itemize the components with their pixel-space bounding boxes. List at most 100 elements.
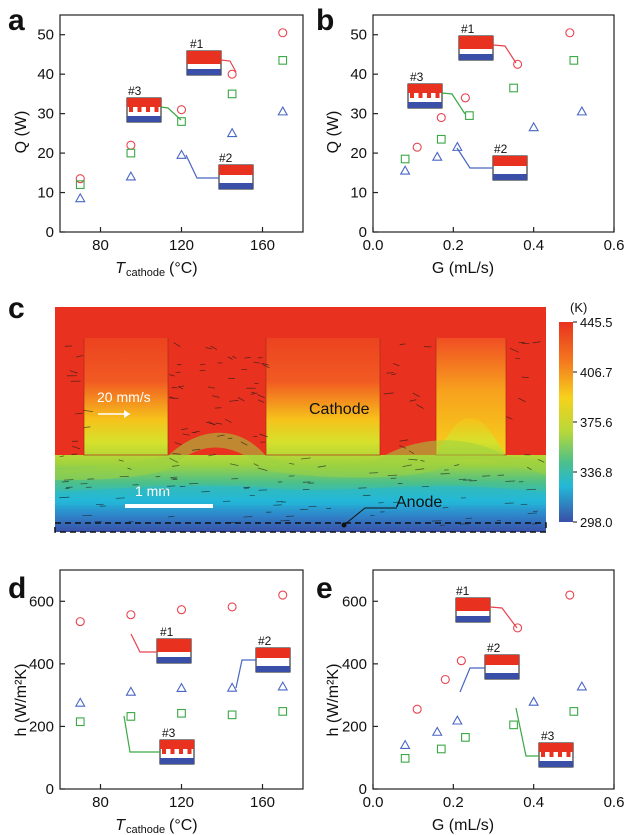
velocity-vector xyxy=(232,355,237,359)
velocity-vector xyxy=(253,463,259,467)
data-point-square xyxy=(177,117,186,126)
velocity-vector xyxy=(506,416,513,420)
velocity-vector xyxy=(178,386,184,390)
icon-cathode-flat xyxy=(187,51,221,64)
velocity-vector xyxy=(415,468,425,471)
y-tick-label: 40 xyxy=(350,66,367,83)
velocity-vector xyxy=(257,394,265,398)
data-point-square xyxy=(177,708,186,718)
velocity-vector xyxy=(168,374,175,377)
icon-anode-strip xyxy=(456,616,490,622)
callout-line xyxy=(160,106,182,121)
cool-band xyxy=(55,485,546,505)
chart-e-xlabel: G (mL/s) xyxy=(432,817,494,834)
data-point-square xyxy=(126,148,136,158)
callout-line xyxy=(441,92,466,115)
icon-cathode-flat xyxy=(256,648,290,658)
chart-d-xlabel-unit: (°C) xyxy=(169,817,198,834)
data-point-circle xyxy=(227,69,237,79)
callout-line xyxy=(489,606,518,629)
structure-label: #3 xyxy=(128,84,142,98)
y-tick-label: 400 xyxy=(342,656,367,673)
data-point-circle xyxy=(75,617,85,627)
icon-cathode-base xyxy=(160,740,194,749)
data-point-circle xyxy=(126,140,136,150)
structure-icon xyxy=(538,742,574,768)
icon-cathode-flat xyxy=(459,36,493,49)
icon-cathode-flat xyxy=(456,598,490,611)
chart-a-xlabel-sub: cathode xyxy=(126,267,165,279)
callout-line xyxy=(130,633,157,653)
velocity-vector xyxy=(180,428,188,431)
chart-d-ylabel: h (W/m²K) xyxy=(13,664,30,737)
x-tick-label: 0.4 xyxy=(523,237,544,254)
colorbar-tick-label: 336.8 xyxy=(580,465,613,480)
y-tick-label: 40 xyxy=(37,66,54,83)
chart-a-ylabel: Q (W) xyxy=(13,111,30,154)
callout-line xyxy=(456,147,493,169)
chart-a-xlabel-unit: (°C) xyxy=(169,260,198,277)
y-tick-label: 0 xyxy=(359,224,367,241)
velocity-vector xyxy=(83,409,93,412)
icon-fin xyxy=(146,107,150,112)
velocity-vector xyxy=(386,372,394,374)
velocity-vector xyxy=(250,392,258,395)
y-tick-label: 20 xyxy=(37,145,54,162)
data-point-circle xyxy=(176,605,187,615)
velocity-vector xyxy=(453,464,460,467)
callout-line xyxy=(185,154,219,179)
icon-cathode-base xyxy=(539,743,573,752)
anode-label: Anode xyxy=(396,494,442,511)
data-point-triangle xyxy=(452,141,463,151)
icon-anode-strip xyxy=(459,54,493,60)
data-point-triangle xyxy=(226,127,238,138)
data-point-triangle xyxy=(576,680,588,691)
icon-anode-strip xyxy=(256,666,290,672)
velocity-vector xyxy=(191,448,201,451)
length-scale-bar xyxy=(125,504,213,508)
icon-anode-strip xyxy=(127,116,161,122)
velocity-vector xyxy=(509,347,520,353)
flow-band xyxy=(55,432,546,480)
icon-cathode-flat xyxy=(493,156,527,166)
y-tick-label: 20 xyxy=(350,145,367,162)
structure-icon xyxy=(218,164,254,190)
velocity-vector xyxy=(409,399,417,402)
structure-label: #3 xyxy=(162,726,176,740)
data-point-circle xyxy=(278,590,288,600)
velocity-vector xyxy=(229,463,239,467)
data-point-square xyxy=(126,712,136,721)
structure-icon xyxy=(156,638,192,664)
data-point-circle xyxy=(176,105,187,115)
data-point-square xyxy=(227,89,237,99)
x-tick-label: 0.4 xyxy=(523,794,544,811)
data-point-square xyxy=(75,180,85,190)
y-tick-label: 0 xyxy=(46,781,54,798)
structure-icon xyxy=(159,739,195,765)
x-tick-label: 160 xyxy=(250,794,275,811)
velocity-vector xyxy=(69,370,78,374)
data-point-square xyxy=(227,710,237,720)
velocity-vector xyxy=(408,458,418,461)
velocity-vector xyxy=(253,361,261,364)
structure-label: #2 xyxy=(494,142,508,156)
velocity-vector xyxy=(227,356,233,360)
data-point-circle xyxy=(460,93,470,103)
data-point-triangle xyxy=(528,121,540,132)
x-tick-label: 80 xyxy=(92,794,109,811)
structure-label: #1 xyxy=(190,37,204,51)
chart-d: 80 120 160 0 200 400 600 xyxy=(29,569,304,811)
velocity-vector xyxy=(399,445,407,449)
velocity-vector xyxy=(208,454,216,457)
colorbar xyxy=(559,322,573,522)
x-tick-label: 120 xyxy=(169,794,194,811)
data-point-square xyxy=(436,134,446,144)
icon-fin xyxy=(187,749,192,754)
velocity-vector xyxy=(171,465,180,467)
icon-anode-strip xyxy=(408,102,442,108)
chart-e-ylabel: h (W/m²K) xyxy=(325,664,342,737)
y-tick-label: 10 xyxy=(37,185,54,202)
data-point-square xyxy=(278,707,288,716)
chart-a-frame xyxy=(59,14,304,233)
chart-a-xlabel-main: T xyxy=(115,260,126,277)
